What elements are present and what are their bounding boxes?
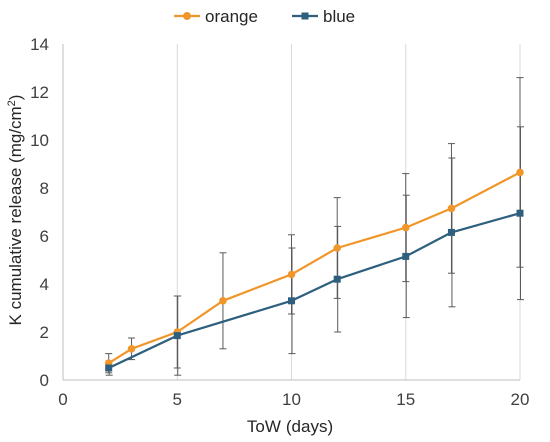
data-point-orange [447,204,456,213]
data-point-orange [401,223,410,232]
data-point-orange [287,270,296,279]
data-point-orange [127,345,136,353]
legend-orange-label: orange [205,7,258,26]
series [104,168,524,372]
x-axis-title: ToW (days) [247,417,333,436]
data-point-blue [173,332,181,340]
axes [62,44,520,381]
y-tick-label: 14 [30,35,49,54]
x-tick-label: 0 [58,390,67,409]
data-point-blue [402,252,410,260]
y-tick-label: 8 [40,179,49,198]
y-tick-label: 2 [40,323,49,342]
y-tick-label: 6 [40,227,49,246]
series-line-blue [108,212,521,369]
tick-labels: 0 5 10 15 20 0 2 4 6 8 10 12 14 [30,35,529,409]
error-bars [105,77,524,376]
legend-blue-label: blue [323,7,355,26]
y-axis-title: K cumulative release (mg/cm2) [6,95,25,326]
y-axis-title-close: ) [6,95,25,101]
x-axis-title-main: ToW [247,417,281,436]
y-axis-title-main: K cumulative release (mg/cm [6,106,25,325]
data-point-orange [333,244,342,252]
data-point-orange [219,297,227,305]
data-point-blue [288,297,295,305]
legend: orange blue [174,7,355,26]
data-point-blue [447,228,455,236]
data-point-blue [105,364,113,372]
y-axis-title-sup: 2 [6,100,18,106]
legend-orange-marker [183,12,191,20]
x-tick-label: 20 [511,390,530,409]
legend-blue-marker [301,12,309,20]
data-point-blue [516,209,524,217]
data-point-orange [516,168,524,177]
y-tick-label: 10 [30,131,49,150]
x-tick-label: 10 [282,390,301,409]
x-axis-title-unit: (days) [286,417,333,436]
x-tick-label: 15 [396,390,415,409]
data-point-blue [333,275,341,283]
series-line-orange [108,171,521,365]
y-tick-label: 0 [40,371,49,390]
y-tick-label: 12 [30,83,49,102]
grid [176,44,521,380]
y-tick-label: 4 [40,275,49,294]
x-tick-label: 5 [173,390,182,409]
